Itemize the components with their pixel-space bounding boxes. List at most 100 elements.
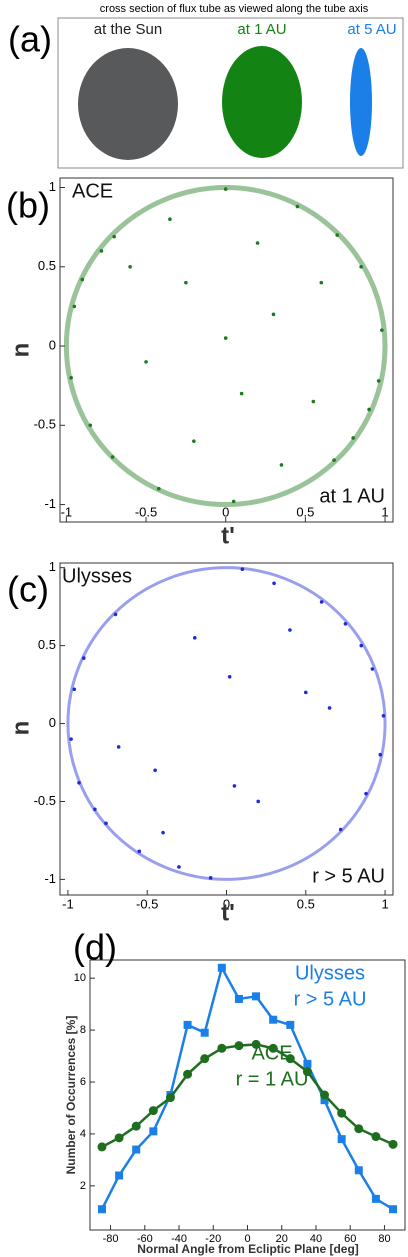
x-axis-title: t' — [221, 522, 235, 549]
y-tick-label: 10 — [74, 972, 86, 984]
marker — [183, 1069, 193, 1079]
point — [156, 486, 161, 491]
panel-label: (c) — [7, 569, 49, 610]
point — [231, 499, 236, 504]
marker — [200, 1028, 209, 1037]
point — [272, 581, 276, 586]
y-tick-label: 0.5 — [38, 258, 56, 273]
y-tick-label: -1 — [44, 496, 56, 511]
point — [227, 674, 232, 679]
y-tick-label: 2 — [80, 1180, 86, 1192]
x-tick-label: 20 — [276, 1233, 288, 1245]
x-tick-label: 1 — [381, 504, 388, 519]
panel-title: cross section of flux tube as viewed alo… — [100, 3, 369, 15]
point — [288, 628, 292, 632]
annotation: r > 5 AU — [294, 988, 367, 1010]
marker — [268, 1043, 278, 1053]
point — [351, 436, 355, 440]
point — [378, 752, 383, 757]
x-axis-title: Normal Angle from Ecliptic Plane [deg] — [137, 1242, 359, 1256]
point — [99, 249, 104, 253]
point — [370, 667, 375, 671]
point — [232, 784, 237, 788]
point — [168, 217, 172, 222]
y-tick-label: 1 — [49, 559, 56, 574]
marker — [337, 1135, 346, 1144]
plot-frame — [59, 562, 394, 896]
point — [192, 439, 196, 443]
marker — [149, 1127, 158, 1136]
point — [367, 407, 371, 412]
y-tick-label: 1 — [49, 179, 56, 194]
x-tick-label: 0 — [223, 896, 230, 911]
point — [81, 656, 86, 660]
marker — [234, 994, 243, 1003]
point — [239, 391, 244, 396]
point — [311, 399, 316, 404]
point — [72, 687, 77, 692]
y-axis-title: Number of Occurrences [%] — [64, 1016, 78, 1175]
x-tick-label: 0 — [222, 504, 229, 519]
x-tick-label: -20 — [205, 1233, 221, 1245]
annotation: r > 5 AU — [312, 865, 385, 887]
x-tick-label: 60 — [344, 1233, 356, 1245]
x-tick-label: 0.5 — [296, 504, 314, 519]
marker — [165, 1093, 175, 1103]
point — [72, 304, 77, 309]
point — [110, 455, 115, 459]
point — [161, 830, 165, 835]
marker — [252, 992, 261, 1001]
x-tick-label: 40 — [310, 1233, 322, 1245]
y-tick-label: 8 — [80, 1024, 86, 1036]
marker — [148, 1106, 158, 1116]
marker — [320, 1096, 329, 1105]
marker — [217, 1043, 227, 1053]
point — [327, 706, 332, 710]
point — [256, 799, 261, 804]
label: at 5 AU — [347, 21, 396, 38]
point — [93, 807, 97, 812]
marker — [200, 1054, 210, 1064]
point — [223, 336, 228, 340]
1au-cross-section — [222, 46, 302, 158]
x-tick-label: -0.5 — [135, 504, 157, 519]
point — [192, 636, 197, 640]
plot-frame — [59, 177, 394, 523]
point — [144, 360, 148, 364]
y-tick-label: -1 — [44, 871, 56, 886]
line — [101, 1043, 394, 1149]
marker — [371, 1132, 381, 1142]
marker — [251, 1039, 261, 1049]
annotation: at 1 AU — [319, 485, 385, 507]
point — [77, 780, 81, 785]
annotation: ACE — [72, 180, 113, 202]
point — [279, 463, 284, 467]
point — [359, 643, 364, 648]
y-axis-title: n — [7, 343, 34, 358]
annotation: r = 1 AU — [236, 1068, 309, 1090]
point — [255, 241, 260, 245]
point — [116, 745, 121, 749]
point — [104, 821, 108, 826]
point — [364, 791, 368, 796]
label: at the Sun — [94, 21, 162, 38]
x-tick-label: 1 — [381, 896, 388, 911]
point — [335, 233, 340, 237]
x-axis-title: t' — [221, 899, 235, 926]
point — [177, 865, 181, 869]
marker — [371, 1194, 380, 1203]
x-tick-label: 80 — [378, 1233, 390, 1245]
marker — [337, 1108, 347, 1118]
point — [359, 264, 363, 269]
point — [271, 312, 276, 317]
point — [69, 737, 73, 741]
y-tick-label: 4 — [80, 1128, 86, 1140]
point — [137, 849, 142, 854]
x-tick-label: 0.5 — [297, 896, 315, 911]
marker — [132, 1145, 141, 1154]
y-tick-label: 6 — [80, 1076, 86, 1088]
y-tick-label: 0 — [49, 715, 56, 730]
legend-label: Ulysses — [295, 962, 365, 984]
panel-label: (a) — [8, 19, 52, 60]
panel-label: (d) — [73, 927, 117, 968]
